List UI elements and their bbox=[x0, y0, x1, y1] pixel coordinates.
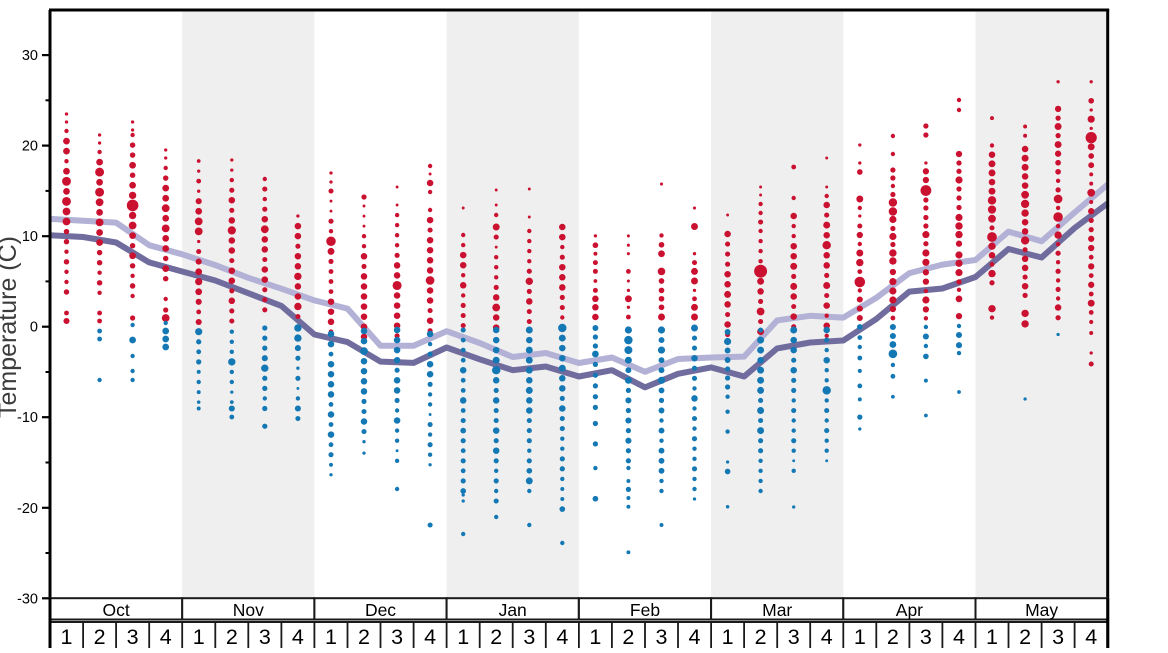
svg-text:4: 4 bbox=[292, 625, 304, 648]
svg-text:-20: -20 bbox=[17, 501, 38, 517]
svg-text:4: 4 bbox=[689, 625, 701, 648]
svg-text:May: May bbox=[1025, 600, 1058, 620]
svg-text:1: 1 bbox=[193, 625, 205, 648]
svg-text:3: 3 bbox=[127, 625, 139, 648]
svg-text:2: 2 bbox=[622, 625, 634, 648]
svg-text:Jan: Jan bbox=[499, 600, 527, 620]
svg-text:2: 2 bbox=[887, 625, 899, 648]
svg-text:1: 1 bbox=[61, 625, 73, 648]
svg-text:3: 3 bbox=[523, 625, 535, 648]
svg-text:4: 4 bbox=[1085, 625, 1097, 648]
svg-text:1: 1 bbox=[589, 625, 601, 648]
svg-text:2: 2 bbox=[490, 625, 502, 648]
svg-text:3: 3 bbox=[1052, 625, 1064, 648]
svg-text:Dec: Dec bbox=[365, 600, 396, 620]
svg-text:0: 0 bbox=[30, 320, 38, 336]
svg-text:3: 3 bbox=[656, 625, 668, 648]
svg-text:3: 3 bbox=[391, 625, 403, 648]
svg-text:Temperature (C): Temperature (C) bbox=[0, 236, 22, 418]
svg-text:4: 4 bbox=[953, 625, 965, 648]
svg-text:4: 4 bbox=[821, 625, 833, 648]
svg-text:10: 10 bbox=[22, 229, 38, 245]
svg-text:2: 2 bbox=[358, 625, 370, 648]
svg-text:1: 1 bbox=[854, 625, 866, 648]
svg-text:3: 3 bbox=[920, 625, 932, 648]
svg-text:2: 2 bbox=[1019, 625, 1031, 648]
svg-text:Mar: Mar bbox=[762, 600, 792, 620]
svg-text:2: 2 bbox=[226, 625, 238, 648]
svg-text:3: 3 bbox=[788, 625, 800, 648]
svg-text:3: 3 bbox=[259, 625, 271, 648]
svg-text:2: 2 bbox=[755, 625, 767, 648]
svg-text:30: 30 bbox=[22, 48, 38, 64]
svg-text:2: 2 bbox=[94, 625, 106, 648]
svg-text:4: 4 bbox=[556, 625, 568, 648]
svg-text:1: 1 bbox=[722, 625, 734, 648]
svg-text:-10: -10 bbox=[17, 410, 38, 426]
svg-text:1: 1 bbox=[986, 625, 998, 648]
svg-text:1: 1 bbox=[457, 625, 469, 648]
svg-text:20: 20 bbox=[22, 139, 38, 155]
svg-text:Apr: Apr bbox=[896, 600, 923, 620]
svg-text:Feb: Feb bbox=[630, 600, 660, 620]
svg-text:1: 1 bbox=[325, 625, 337, 648]
svg-text:Oct: Oct bbox=[102, 600, 129, 620]
svg-text:Nov: Nov bbox=[233, 600, 264, 620]
svg-text:4: 4 bbox=[424, 625, 436, 648]
svg-text:4: 4 bbox=[160, 625, 172, 648]
svg-text:-30: -30 bbox=[17, 591, 38, 607]
